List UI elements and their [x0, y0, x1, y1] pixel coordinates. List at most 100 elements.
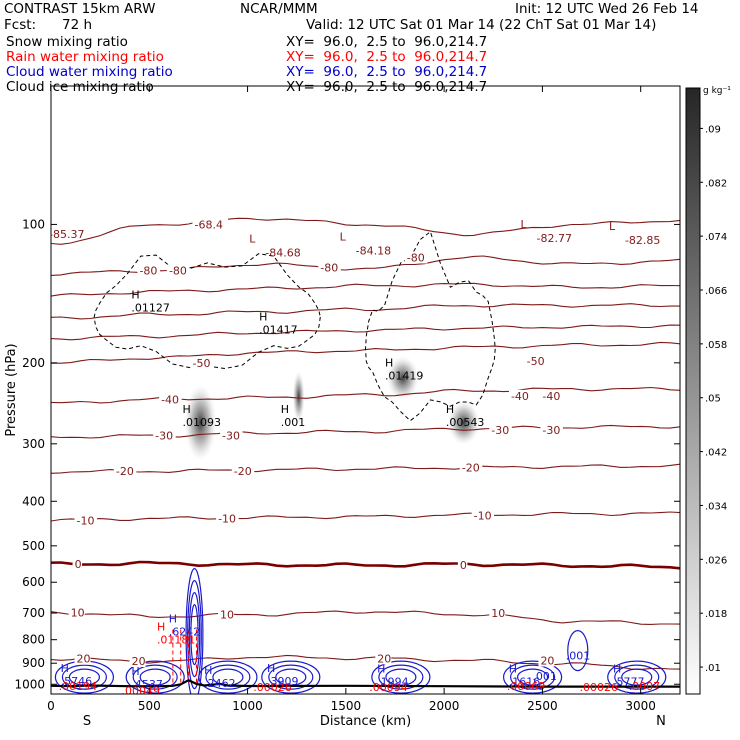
label-bg [159, 393, 182, 406]
cloud-water-max-letter: H [204, 664, 212, 677]
field-label-rain: Rain water mixing ratio [6, 49, 164, 65]
colorbar-tick-label: .05 [705, 394, 721, 405]
label-bg [166, 264, 190, 277]
cloud-ice-max-letter: H [131, 289, 139, 302]
temperature-label: -30 [155, 430, 173, 443]
rain-max-value: .00026 [253, 681, 291, 694]
rain-max-letter: H [157, 621, 165, 634]
snow-max-value: .00543 [446, 416, 485, 429]
cloud-water-max-value: .4537 [131, 678, 163, 691]
cloud-water-contour [190, 604, 199, 666]
colorbar-tick-label: .01 [705, 663, 721, 674]
snow-max-value: .01093 [182, 416, 221, 429]
x-tick-label: 2000 [429, 699, 460, 713]
temperature-label: -30 [222, 430, 240, 443]
temperature-label: -10 [218, 512, 236, 525]
colorbar-tick-label: .082 [705, 178, 727, 189]
temperature-extreme-letter: L [609, 220, 616, 233]
label-bg [216, 512, 239, 525]
field-xy-rain: XY= 96.0, 2.5 to 96.0,214.7 [286, 49, 488, 65]
colorbar-tick-label: .09 [705, 124, 721, 135]
label-bg [508, 389, 532, 402]
temperature-label: -40 [511, 390, 529, 403]
y-tick-label: 700 [22, 606, 45, 620]
temperature-contour [51, 610, 680, 625]
colorbar-tick-label: .026 [705, 555, 727, 566]
y-tick-label: 100 [22, 217, 45, 231]
x-tick-label: 3000 [625, 699, 656, 713]
y-tick-label: 500 [22, 539, 45, 553]
snow-max-letter: H [281, 403, 289, 416]
cloud-water-contour [378, 664, 424, 690]
y-axis-label: Pressure (hPa) [4, 343, 19, 436]
temperature-label: -40 [161, 393, 179, 406]
snow-max-letter: H [182, 403, 190, 416]
y-tick-label: 800 [22, 633, 45, 647]
temperature-label: -30 [491, 424, 509, 437]
temperature-label: 20 [77, 653, 91, 666]
cloud-water-max-value: .3909 [267, 675, 299, 688]
temperature-extreme-value: -84.68 [265, 246, 300, 259]
field-xy-cloud-water: XY= 96.0, 2.5 to 96.0,214.7 [286, 64, 488, 80]
colorbar-tick-label: .058 [705, 340, 727, 351]
temperature-contour [51, 511, 680, 522]
rain-max-value: .00049 [122, 684, 160, 697]
x-tick-label: 1500 [331, 699, 362, 713]
terrain-line [51, 678, 680, 688]
y-tick-label: 200 [22, 356, 45, 370]
snow-shading [292, 370, 305, 423]
colorbar-tick-label: .074 [705, 232, 727, 243]
cloud-water-contour [198, 660, 258, 694]
cloud-water-max-letter: H [169, 612, 177, 625]
field-label-cloud-ice: Cloud ice mixing ratio [6, 79, 154, 95]
rain-max-value: .00069 [507, 680, 545, 693]
temperature-label: -30 [542, 424, 560, 437]
colorbar-unit: g kg⁻¹ [703, 86, 731, 96]
temperature-contour [51, 303, 680, 320]
label-bg [190, 356, 214, 369]
colorbar-tick-label: .042 [705, 448, 727, 459]
cloud-water-contour [502, 660, 563, 694]
temperature-extreme-letter: L [340, 231, 347, 244]
temperature-contour [51, 341, 680, 364]
label-bg [538, 654, 555, 667]
temperature-label: -80 [139, 265, 157, 278]
label-bg [192, 218, 228, 231]
rain-max-value: .0007 [629, 680, 661, 693]
colorbar-tick-label: .018 [705, 609, 727, 620]
cloud-water-contour [509, 664, 556, 690]
temperature-extreme-value: -82.85 [625, 234, 660, 247]
temperature-label: -10 [77, 514, 95, 527]
cloud-water-max-value: .2462 [204, 677, 236, 690]
snow-max-letter: H [446, 403, 454, 416]
cloud-water-max-value: .5777 [613, 676, 645, 689]
temperature-contour [51, 424, 680, 439]
temperature-contour [51, 654, 680, 670]
label-bg [489, 424, 512, 437]
label-bg [231, 465, 255, 478]
temperature-label: 20 [377, 652, 391, 665]
colorbar-tick-label: .034 [705, 501, 727, 512]
cloud-water-contour [205, 664, 251, 690]
cloud-water-max-letter: H [131, 665, 139, 678]
field-label-cloud-water: Cloud water mixing ratio [6, 64, 173, 80]
rain-max-value: .00094 [369, 681, 408, 694]
cloud-ice-max-letter: H [259, 310, 267, 323]
label-bg [72, 558, 83, 571]
label-bg [68, 606, 85, 619]
temperature-extreme-value: -85.37 [49, 228, 84, 241]
cloud-water-max-value: .001 [566, 650, 591, 663]
temperature-extreme-value: -84.18 [356, 245, 391, 258]
valid-time: Valid: 12 UTC Sat 01 Mar 14 (22 ChT Sat … [306, 17, 657, 33]
label-bg [471, 509, 495, 522]
label-bg [74, 514, 98, 527]
cloud-water-contour [188, 592, 201, 678]
cloud-ice-contour [364, 230, 496, 422]
cloud-water-max-value: .001 [532, 670, 557, 683]
x-end-label-right: N [656, 714, 666, 729]
cloud-water-contour [621, 668, 653, 686]
model-title: CONTRAST 15km ARW [4, 1, 156, 17]
temperature-extreme-letter: L [521, 218, 528, 231]
fcst-value: 72 h [62, 17, 93, 33]
